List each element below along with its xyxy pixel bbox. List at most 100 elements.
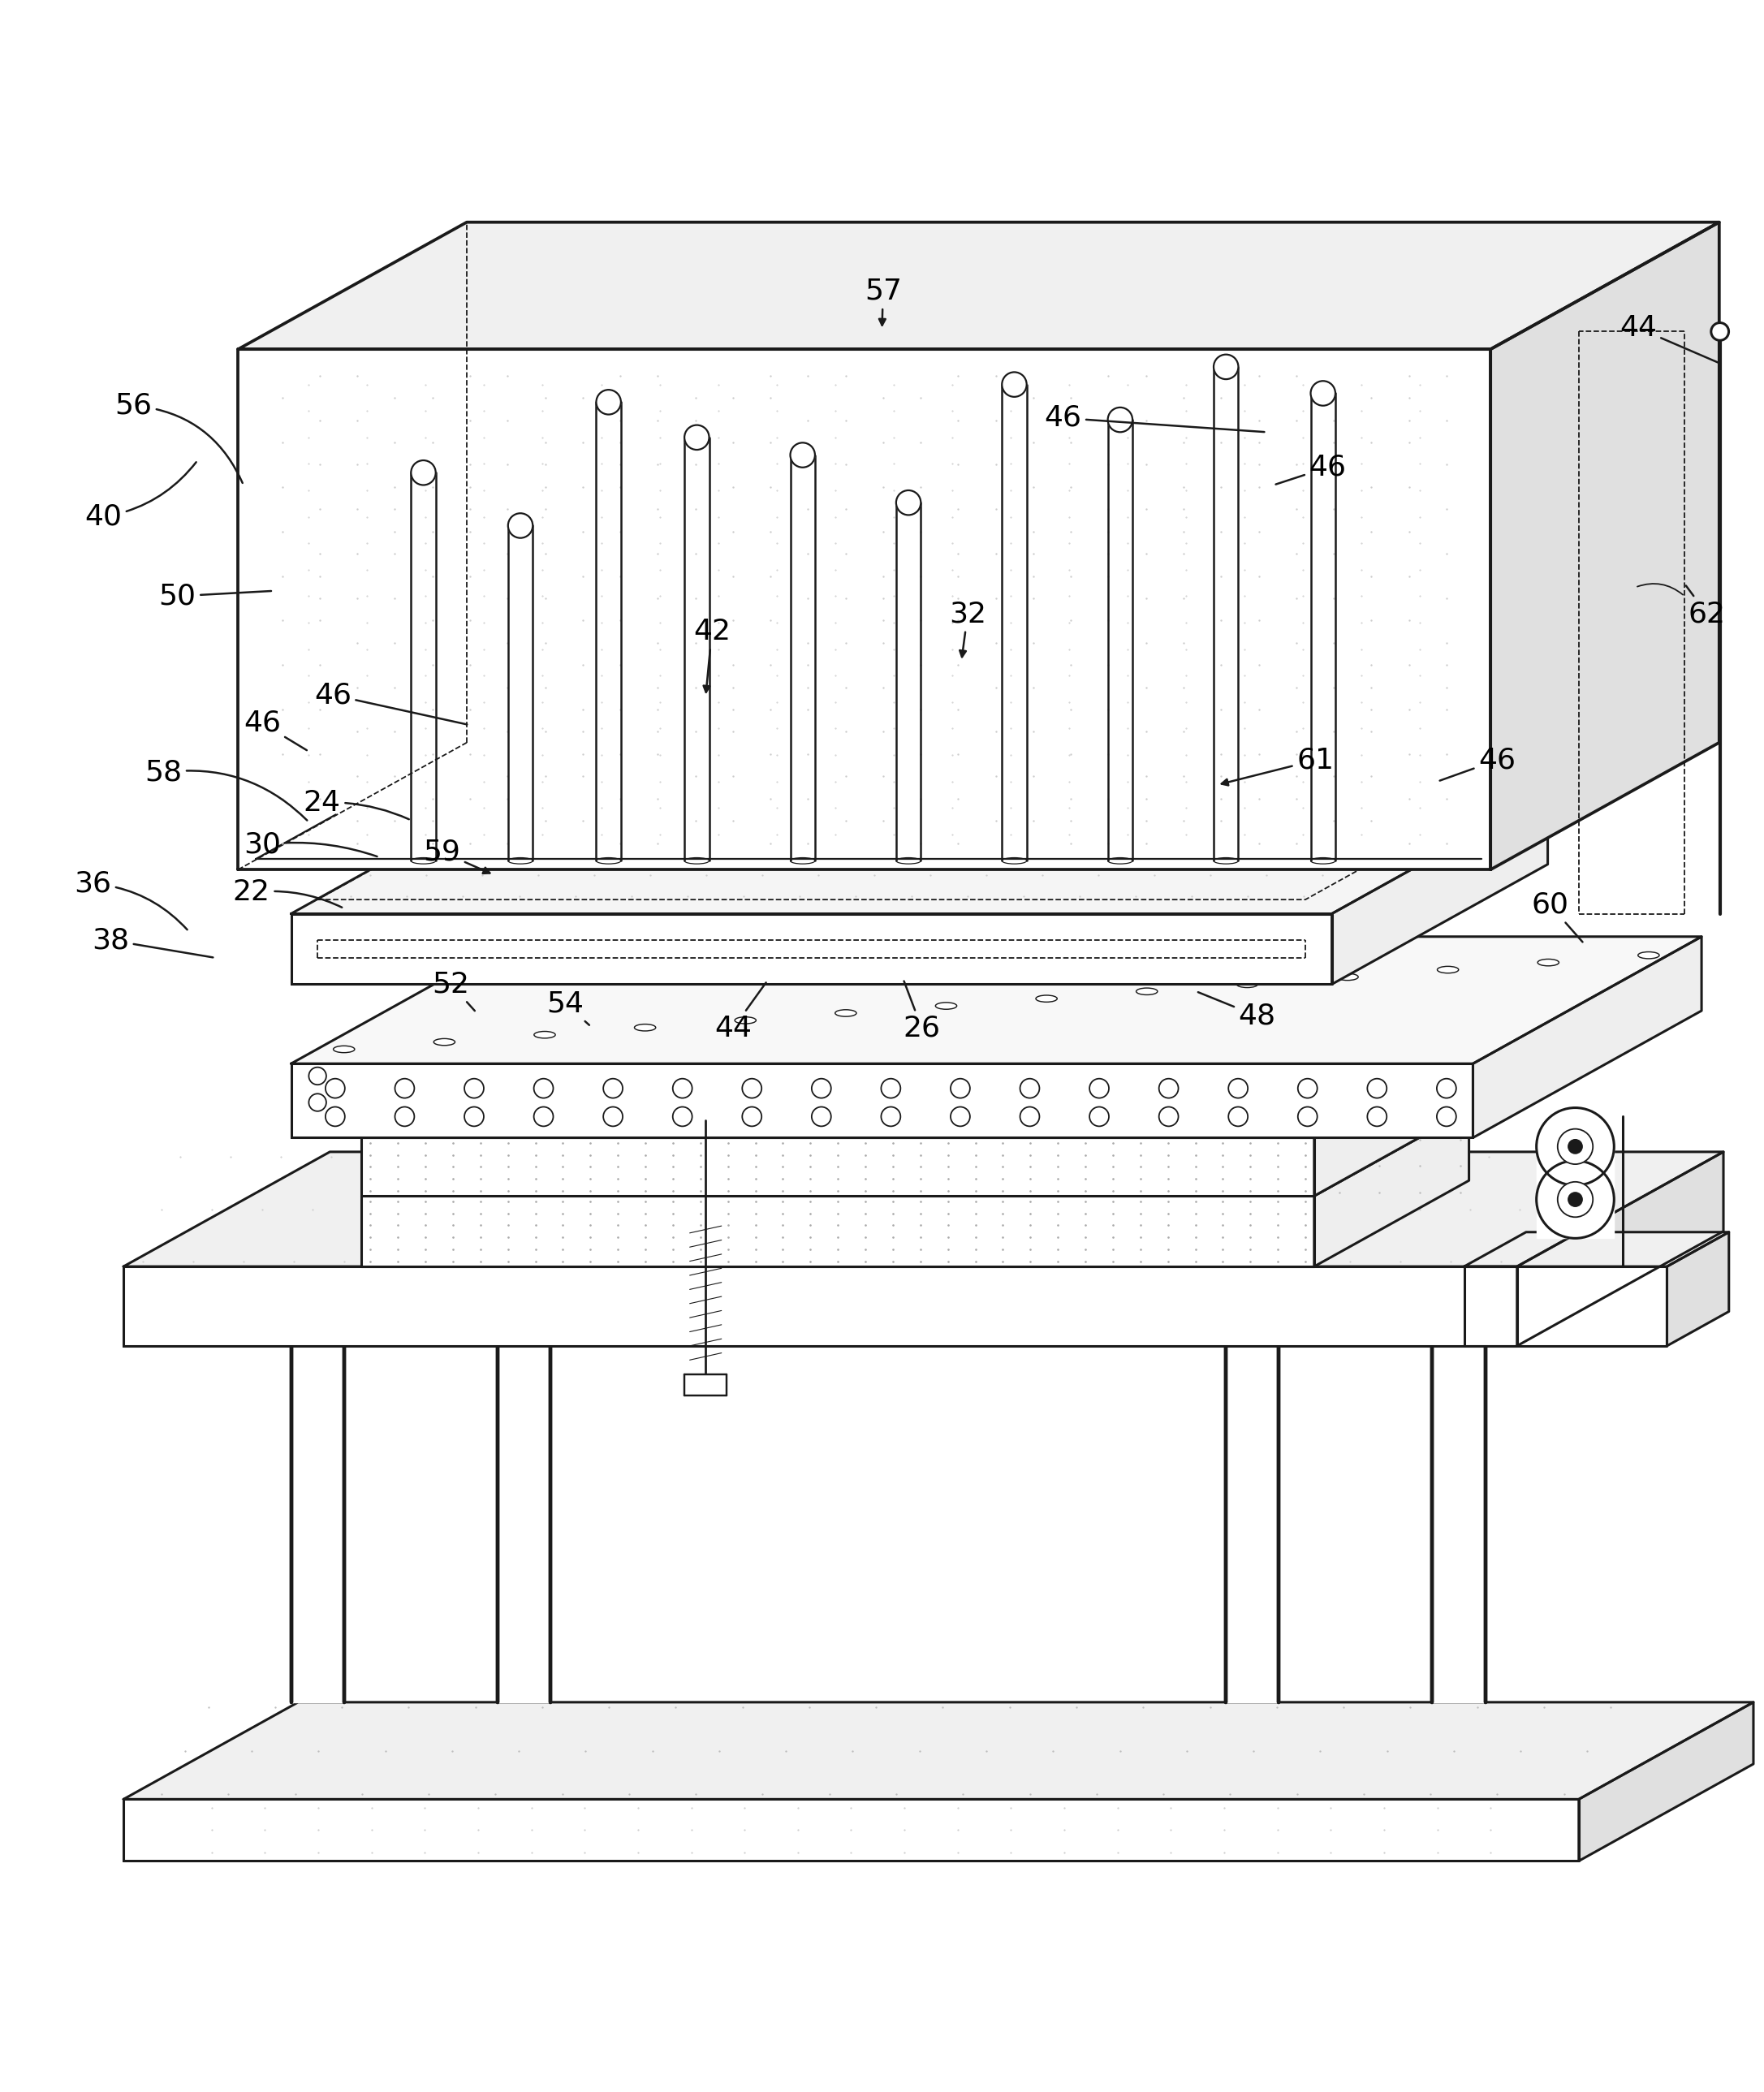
Polygon shape (684, 1374, 727, 1395)
Circle shape (1298, 1079, 1318, 1098)
Polygon shape (123, 1799, 1579, 1862)
Polygon shape (123, 1153, 1723, 1266)
Text: 42: 42 (693, 617, 730, 692)
Polygon shape (123, 1703, 1753, 1799)
Polygon shape (238, 222, 1720, 349)
Circle shape (464, 1079, 483, 1098)
Circle shape (1298, 1107, 1318, 1125)
Text: 38: 38 (92, 927, 213, 958)
Circle shape (743, 1079, 762, 1098)
Circle shape (672, 1079, 691, 1098)
Circle shape (1536, 1109, 1614, 1186)
Circle shape (603, 1079, 623, 1098)
Ellipse shape (935, 1002, 956, 1008)
Ellipse shape (1538, 958, 1559, 967)
Polygon shape (1579, 1703, 1753, 1862)
Circle shape (1002, 372, 1027, 397)
Text: 60: 60 (1531, 891, 1582, 941)
Polygon shape (291, 793, 1547, 914)
Polygon shape (238, 349, 1491, 870)
Circle shape (951, 1079, 970, 1098)
Circle shape (1228, 1107, 1247, 1125)
Circle shape (1568, 1140, 1582, 1153)
Text: 57: 57 (864, 278, 901, 324)
Text: 50: 50 (159, 582, 272, 611)
Polygon shape (362, 1061, 1454, 1138)
Text: 26: 26 (903, 981, 940, 1042)
Polygon shape (362, 1138, 1314, 1197)
Text: 36: 36 (74, 870, 187, 929)
Circle shape (1020, 1107, 1039, 1125)
Text: 56: 56 (115, 391, 242, 483)
Circle shape (1367, 1079, 1387, 1098)
Text: 61: 61 (1221, 747, 1334, 784)
Circle shape (508, 513, 533, 538)
Circle shape (1558, 1182, 1593, 1218)
Text: 46: 46 (1275, 454, 1346, 485)
Ellipse shape (1035, 996, 1057, 1002)
Circle shape (1020, 1079, 1039, 1098)
Circle shape (811, 1079, 831, 1098)
Ellipse shape (736, 1017, 757, 1023)
Polygon shape (1432, 1345, 1485, 1703)
Polygon shape (1314, 1061, 1454, 1197)
Circle shape (534, 1079, 554, 1098)
Circle shape (1536, 1161, 1614, 1238)
Circle shape (464, 1107, 483, 1125)
Circle shape (1367, 1107, 1387, 1125)
Ellipse shape (1639, 952, 1660, 958)
Text: 52: 52 (432, 971, 475, 1010)
Polygon shape (1314, 1111, 1469, 1266)
Polygon shape (291, 1063, 1473, 1138)
Polygon shape (1226, 1345, 1279, 1703)
Circle shape (411, 460, 436, 485)
Text: 46: 46 (243, 709, 307, 751)
Circle shape (1436, 1107, 1455, 1125)
Circle shape (880, 1079, 900, 1098)
Text: 59: 59 (423, 839, 490, 872)
Circle shape (603, 1107, 623, 1125)
Polygon shape (362, 1111, 1469, 1197)
Polygon shape (1536, 1161, 1614, 1238)
Text: 30: 30 (243, 831, 377, 858)
Circle shape (951, 1107, 970, 1125)
Circle shape (790, 444, 815, 467)
Polygon shape (123, 1266, 1517, 1345)
Polygon shape (1464, 1232, 1729, 1266)
Text: 46: 46 (1439, 747, 1515, 780)
Circle shape (1090, 1079, 1110, 1098)
Circle shape (811, 1107, 831, 1125)
Circle shape (1228, 1079, 1247, 1098)
Circle shape (743, 1107, 762, 1125)
Ellipse shape (635, 1025, 656, 1031)
Circle shape (325, 1079, 346, 1098)
Text: 62: 62 (1686, 586, 1725, 628)
Ellipse shape (534, 1031, 556, 1038)
Circle shape (1159, 1079, 1178, 1098)
Circle shape (309, 1094, 326, 1111)
Text: 44: 44 (714, 983, 766, 1042)
Text: 24: 24 (303, 789, 409, 820)
Text: 48: 48 (1198, 992, 1275, 1029)
Polygon shape (291, 937, 1702, 1063)
Circle shape (325, 1107, 346, 1125)
Circle shape (596, 389, 621, 414)
Circle shape (1711, 322, 1729, 341)
Polygon shape (1491, 222, 1720, 870)
Circle shape (534, 1107, 554, 1125)
Polygon shape (362, 1197, 1314, 1266)
Polygon shape (1536, 1109, 1614, 1186)
Circle shape (1090, 1107, 1110, 1125)
Polygon shape (1332, 793, 1547, 983)
Text: 22: 22 (233, 879, 342, 908)
Circle shape (880, 1107, 900, 1125)
Ellipse shape (834, 1010, 857, 1017)
Ellipse shape (1237, 981, 1258, 987)
Circle shape (1311, 381, 1335, 406)
Polygon shape (291, 914, 1332, 983)
Ellipse shape (1337, 973, 1358, 981)
Circle shape (1568, 1192, 1582, 1207)
Circle shape (309, 1067, 326, 1086)
Ellipse shape (1136, 987, 1157, 996)
Circle shape (1159, 1107, 1178, 1125)
